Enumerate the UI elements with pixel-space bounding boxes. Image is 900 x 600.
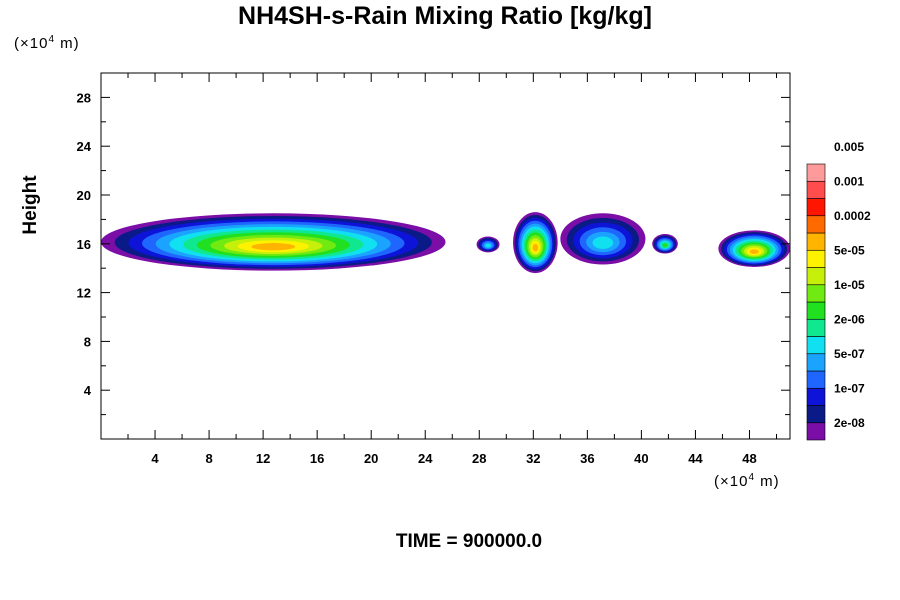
field-contour-3-5 <box>592 236 614 249</box>
colorbar-swatch <box>806 215 826 234</box>
colorbar-label: 5e-07 <box>834 347 865 361</box>
colorbar: 2e-08 1e-07 5e-07 2e-06 1e-05 5e-05 0.0002 0.00… <box>806 140 871 441</box>
x-tick-label: 36 <box>580 451 594 466</box>
colorbar-swatch <box>806 249 826 268</box>
y-tick-label: 8 <box>84 334 91 349</box>
y-tick-label: 28 <box>77 90 91 105</box>
colorbar-swatch <box>806 232 826 251</box>
colorbar-label: 1e-05 <box>834 278 865 292</box>
colorbar-swatch <box>806 336 826 355</box>
x-axis: 4 8 12 16 20 24 28 32 36 40 44 48 <box>127 73 777 466</box>
colorbar-label: 1e-07 <box>834 381 865 395</box>
x-tick-label: 12 <box>256 451 270 466</box>
x-tick-label: 32 <box>526 451 540 466</box>
colorbar-label: 5e-05 <box>834 243 865 257</box>
x-tick-label: 4 <box>151 451 159 466</box>
colorbar-swatch <box>806 163 826 182</box>
x-tick-label: 16 <box>310 451 324 466</box>
colorbar-swatch <box>806 180 826 199</box>
y-tick-label: 12 <box>77 286 91 301</box>
x-tick-label: 8 <box>205 451 212 466</box>
colorbar-swatch <box>806 284 826 303</box>
colorbar-swatch <box>806 267 826 286</box>
y-axis-unit: (×104 m) <box>14 34 80 52</box>
x-tick-label: 20 <box>364 451 378 466</box>
plot-frame <box>100 72 791 440</box>
colorbar-swatch <box>806 353 826 372</box>
chart-title: NH4SH-s-Rain Mixing Ratio [kg/kg] <box>238 2 652 30</box>
field-contour-4-7 <box>662 243 668 248</box>
x-tick-label: 48 <box>742 451 756 466</box>
y-tick-label: 4 <box>84 383 92 398</box>
x-axis-unit: (×104 m) <box>714 472 780 490</box>
colorbar-label: 0.0002 <box>834 209 871 223</box>
x-tick-label: 28 <box>472 451 486 466</box>
x-tick-label: 40 <box>634 451 648 466</box>
y-tick-label: 20 <box>77 188 91 203</box>
colorbar-label: 0.005 <box>834 140 864 154</box>
x-tick-label: 44 <box>688 451 703 466</box>
field-contour-1-5 <box>485 243 491 248</box>
field-contour-0-11 <box>251 243 296 251</box>
colorbar-label: 0.001 <box>834 174 864 188</box>
y-axis: 4 8 12 16 20 24 28 <box>77 90 790 416</box>
colorbar-swatch <box>806 422 826 441</box>
colorbar-swatch <box>806 370 826 389</box>
x-tick-label: 24 <box>418 451 433 466</box>
field-contour-5-11 <box>749 249 759 255</box>
mixing-ratio-field <box>101 212 790 274</box>
colorbar-swatch <box>806 301 826 320</box>
colorbar-label: 2e-08 <box>834 416 865 430</box>
colorbar-swatch <box>806 405 826 424</box>
colorbar-swatch <box>806 387 826 406</box>
y-tick-label: 16 <box>77 237 91 252</box>
time-footer: TIME = 900000.0 <box>395 531 543 552</box>
y-tick-label: 24 <box>77 139 92 154</box>
colorbar-swatch <box>806 318 826 337</box>
colorbar-swatch <box>806 198 826 217</box>
field-contour-2-11 <box>532 243 539 252</box>
colorbar-label: 2e-06 <box>834 312 865 326</box>
